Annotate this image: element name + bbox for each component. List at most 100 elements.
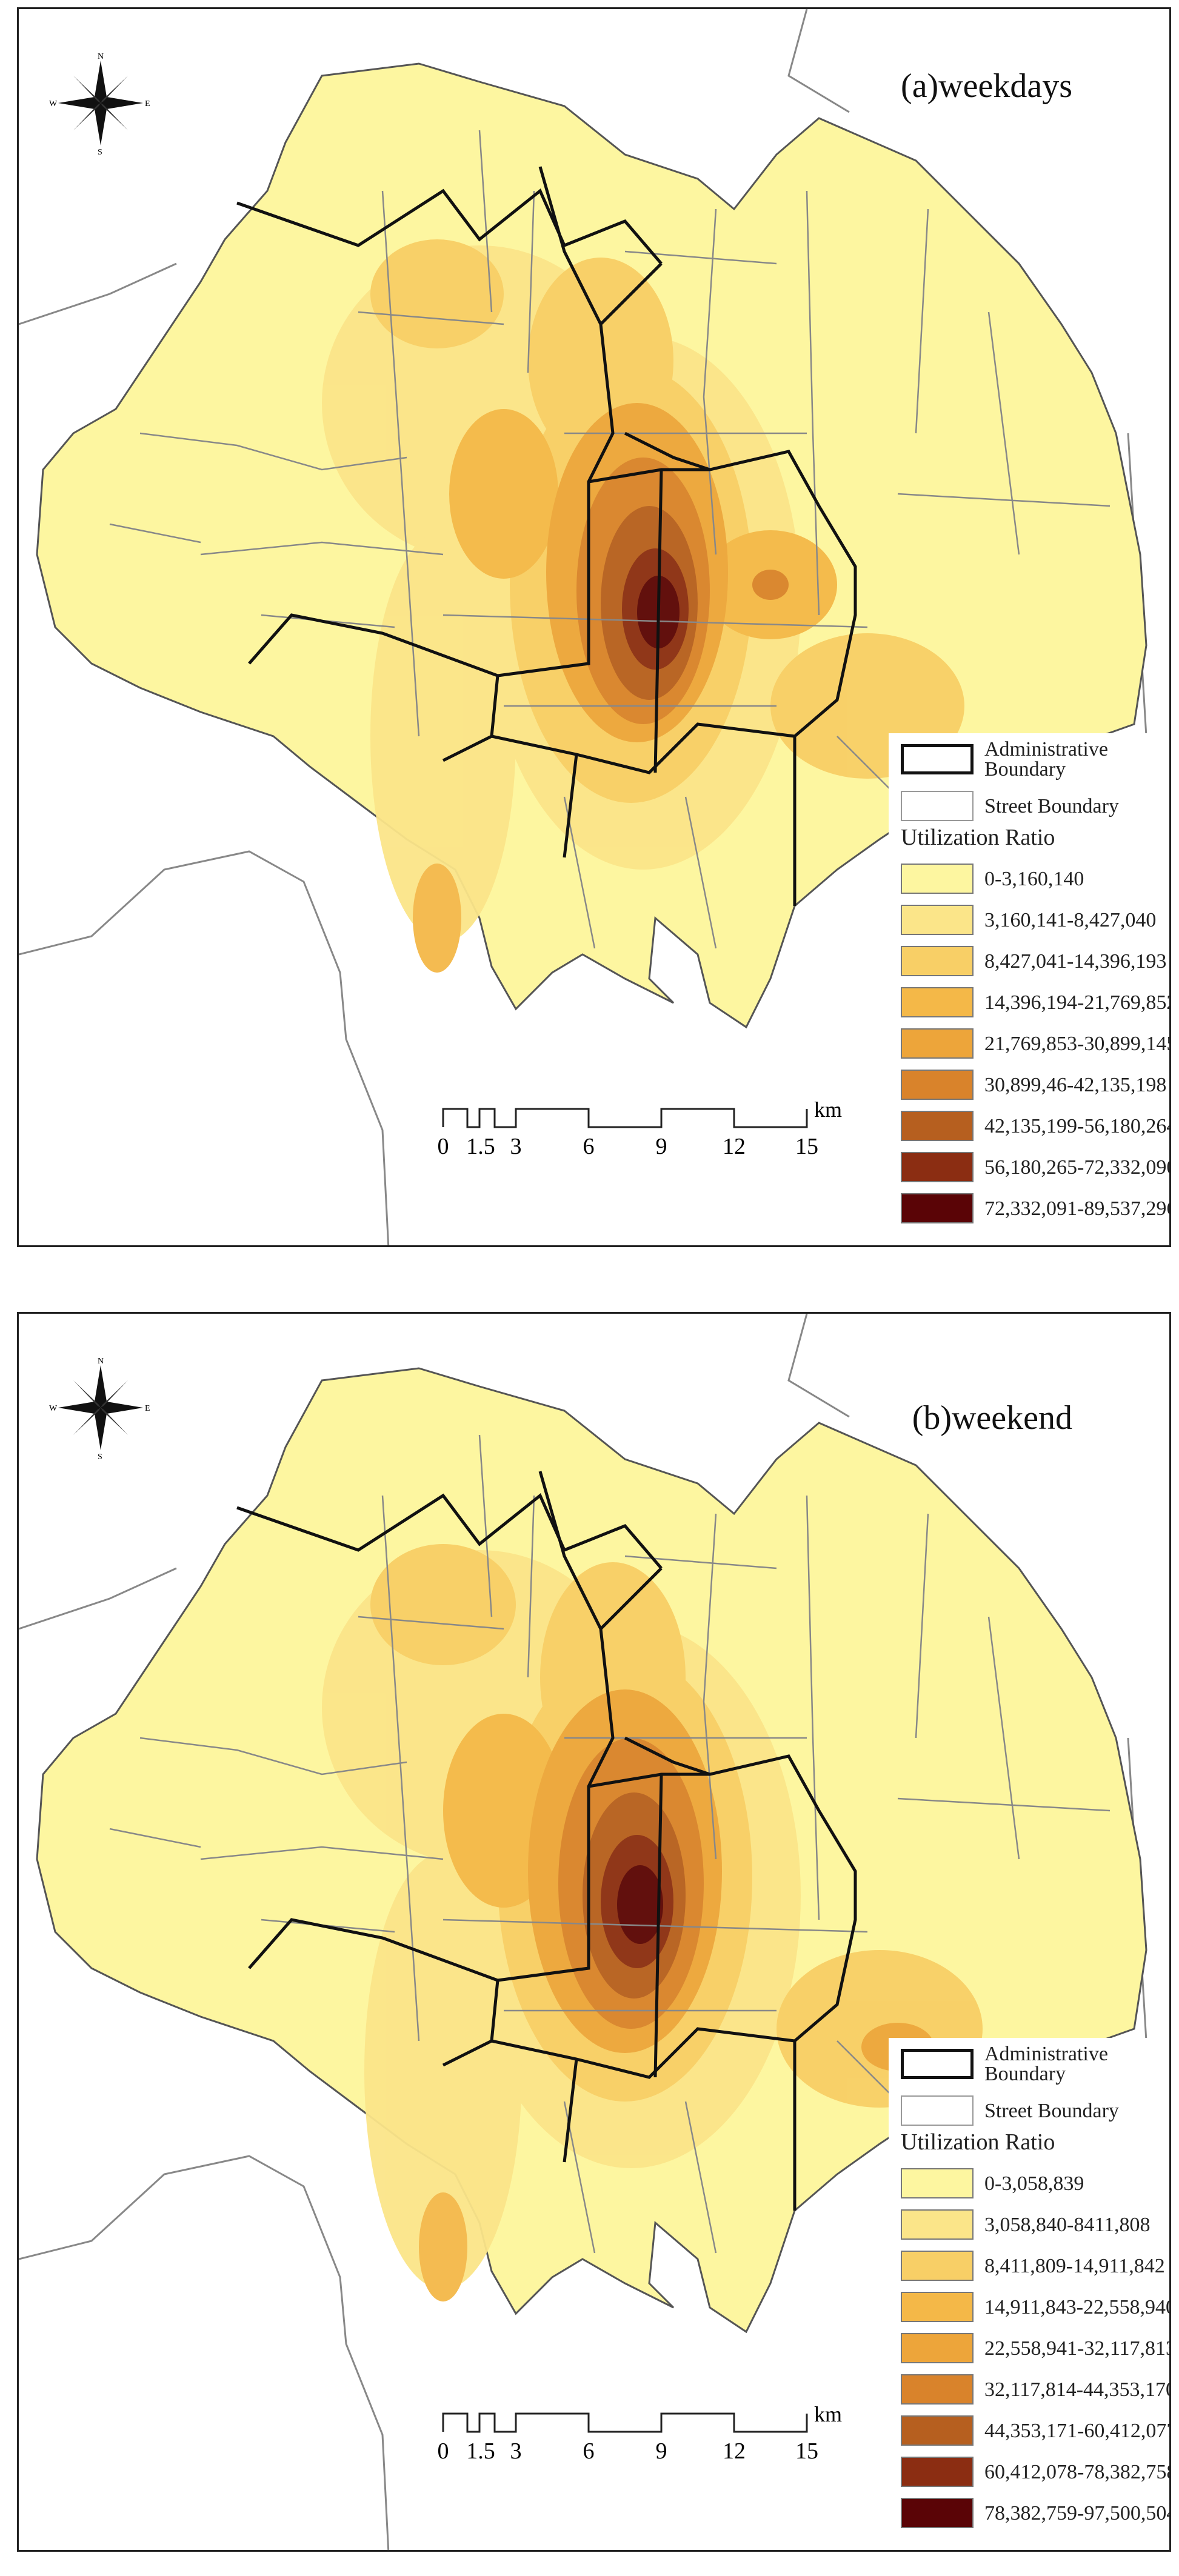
scale-tick: 12 (723, 2438, 746, 2464)
administrative-boundaries (236, 166, 857, 906)
legend-class-label: 8,411,809-14,911,842 (984, 2254, 1165, 2277)
heatmap-weekend (19, 1314, 1147, 2550)
legend-class-label: 30,899,46-42,135,198 (984, 1073, 1167, 1096)
legend-class-label: 14,911,843-22,558,940 (984, 2295, 1171, 2318)
legend-swatch (901, 2251, 974, 2281)
street-boundary-swatch (901, 2095, 974, 2126)
legend-class-label: 32,117,814-44,353,170 (984, 2378, 1171, 2401)
heatmap-weekdays (19, 9, 1147, 1245)
legend-label: Street Boundary (984, 2099, 1119, 2122)
legend-class-row: 22,558,941-32,117,813 (901, 2333, 1171, 2363)
legend-admin-row: Administrative Boundary (901, 2043, 1166, 2085)
legend-class-row: 14,911,843-22,558,940 (901, 2292, 1171, 2322)
north-arrow-icon: N S E W (49, 1357, 150, 1459)
north-arrow-icon: N S E W (49, 52, 150, 155)
legend-class-row: 8,427,041-14,396,193 (901, 946, 1166, 976)
legend-class-row: 56,180,265-72,332,090 (901, 1152, 1171, 1182)
legend-swatch (901, 1152, 974, 1182)
legend-swatch (901, 2292, 974, 2322)
legend-class-row: 42,135,199-56,180,264 (901, 1111, 1171, 1141)
legend-swatch (901, 2415, 974, 2446)
legend-class-row: 3,058,840-8411,808 (901, 2209, 1151, 2240)
scale-tick: 12 (723, 1134, 746, 1159)
legend-swatch (901, 2457, 974, 2487)
legend-swatch (901, 2333, 974, 2363)
map-panel-weekend: N S E W (b)weekend 0 1.5 3 6 9 12 15 km … (17, 1312, 1171, 2552)
legend-admin-row: Administrative Boundary (901, 738, 1166, 780)
legend-class-row: 78,382,759-97,500,504 (901, 2498, 1171, 2528)
legend-swatch (901, 2374, 974, 2405)
legend-swatch (901, 1193, 974, 1223)
admin-boundary-swatch (901, 744, 974, 774)
street-boundary-swatch (901, 791, 974, 821)
legend-swatch (901, 2168, 974, 2198)
svg-text:S: S (98, 148, 102, 155)
legend-class-label: 22,558,941-32,117,813 (984, 2337, 1171, 2360)
scale-bar: 0 1.5 3 6 9 12 15 km (437, 2395, 843, 2474)
legend-class-label: 60,412,078-78,382,758 (984, 2460, 1171, 2483)
legend-class-label: 78,382,759-97,500,504 (984, 2501, 1171, 2524)
legend: Administrative Boundary Street Boundary … (889, 2038, 1169, 2547)
legend-label: Administrative Boundary (984, 2043, 1108, 2085)
legend-class-row: 21,769,853-30,899,145 (901, 1028, 1171, 1059)
legend-class-row: 60,412,078-78,382,758 (901, 2457, 1171, 2487)
legend-swatch (901, 2498, 974, 2528)
legend-class-row: 0-3,160,140 (901, 864, 1084, 894)
panel-title: (b)weekend (912, 1399, 1072, 1437)
legend-swatch (901, 946, 974, 976)
legend-class-label: 0-3,160,140 (984, 867, 1084, 890)
legend-class-label: 56,180,265-72,332,090 (984, 1156, 1171, 1179)
scale-unit: km (814, 2402, 843, 2426)
scale-tick: 1.5 (466, 2438, 495, 2464)
legend-swatch (901, 1028, 974, 1059)
legend-class-row: 0-3,058,839 (901, 2168, 1084, 2198)
svg-text:W: W (49, 99, 58, 108)
legend-class-row: 44,353,171-60,412,077 (901, 2415, 1171, 2446)
scale-tick: 1.5 (466, 1134, 495, 1159)
legend-class-label: 0-3,058,839 (984, 2172, 1084, 2195)
legend-class-label: 14,396,194-21,769,852 (984, 991, 1171, 1014)
legend-class-label: 44,353,171-60,412,077 (984, 2419, 1171, 2442)
legend-label: Street Boundary (984, 794, 1119, 817)
legend-swatch (901, 905, 974, 935)
legend-swatch (901, 2209, 974, 2240)
legend-class-row: 3,160,141-8,427,040 (901, 905, 1156, 935)
legend-class-label: 72,332,091-89,537,296 (984, 1197, 1171, 1220)
svg-text:E: E (145, 99, 150, 108)
legend-class-row: 32,117,814-44,353,170 (901, 2374, 1171, 2405)
scale-bar-graphic (442, 1108, 808, 1128)
legend-label: Administrative Boundary (984, 738, 1108, 780)
legend: Administrative Boundary Street Boundary … (889, 733, 1169, 1242)
legend-swatch (901, 1111, 974, 1141)
outer-region-boundaries (19, 1314, 1147, 2550)
scale-tick: 6 (583, 1134, 595, 1159)
scale-tick: 0 (437, 2438, 449, 2464)
scale-tick: 15 (795, 1134, 818, 1159)
legend-class-row: 8,411,809-14,911,842 (901, 2251, 1165, 2281)
svg-text:E: E (145, 1404, 150, 1413)
legend-class-label: 3,160,141-8,427,040 (984, 908, 1157, 931)
legend-ratio-title: Utilization Ratio (901, 2129, 1055, 2155)
legend-swatch (901, 987, 974, 1017)
legend-swatch (901, 864, 974, 894)
legend-class-label: 8,427,041-14,396,193 (984, 950, 1167, 973)
scale-tick: 15 (795, 2438, 818, 2464)
legend-street-row: Street Boundary (901, 791, 1119, 821)
legend-class-label: 42,135,199-56,180,264 (984, 1114, 1171, 1137)
scale-tick: 3 (510, 1134, 522, 1159)
scale-bar-graphic (442, 2412, 808, 2433)
scale-tick: 3 (510, 2438, 522, 2464)
legend-class-row: 14,396,194-21,769,852 (901, 987, 1171, 1017)
scale-tick: 0 (437, 1134, 449, 1159)
svg-text:W: W (49, 1404, 58, 1413)
scale-tick: 6 (583, 2438, 595, 2464)
svg-text:S: S (98, 1453, 102, 1459)
administrative-boundaries (236, 1471, 857, 2211)
svg-text:N: N (98, 52, 104, 61)
legend-swatch (901, 1070, 974, 1100)
scale-bar: 0 1.5 3 6 9 12 15 km (437, 1091, 843, 1170)
legend-class-label: 21,769,853-30,899,145 (984, 1032, 1171, 1055)
legend-street-row: Street Boundary (901, 2095, 1119, 2126)
scale-tick: 9 (655, 1134, 667, 1159)
admin-boundary-swatch (901, 2049, 974, 2079)
